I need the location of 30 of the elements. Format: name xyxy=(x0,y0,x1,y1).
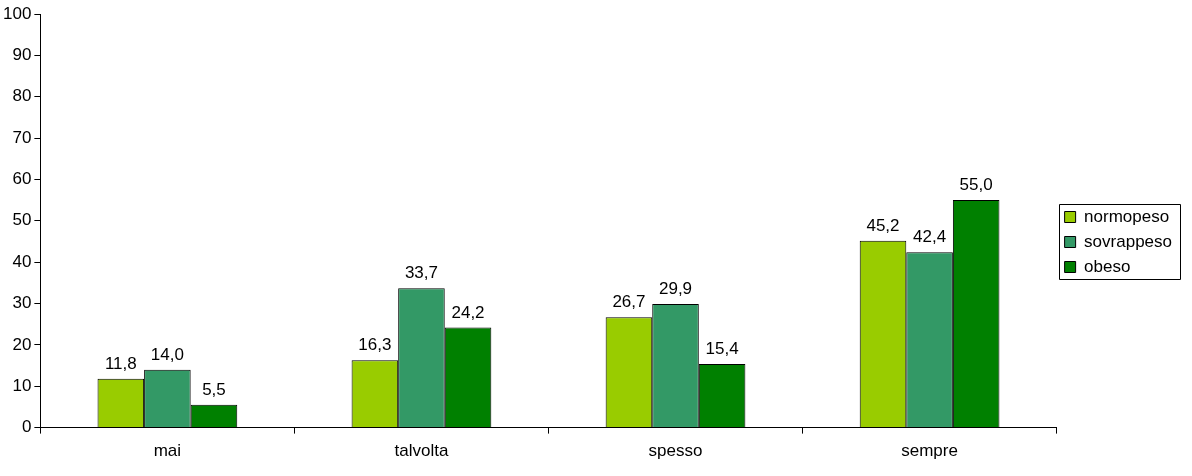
data-label: 55,0 xyxy=(959,175,993,195)
data-label: 14,0 xyxy=(150,344,184,364)
data-label: 11,8 xyxy=(104,353,137,373)
legend-label: sovrappeso xyxy=(1084,231,1172,251)
x-tick-label: mai xyxy=(153,441,182,461)
data-label: 42,4 xyxy=(913,227,947,247)
x-tick-label: talvolta xyxy=(394,441,449,461)
data-label: 16,3 xyxy=(358,335,392,355)
legend-label: normopeso xyxy=(1084,206,1170,226)
data-label: 29,9 xyxy=(658,279,693,299)
y-tick-label: 80 xyxy=(12,86,32,106)
data-label: 15,4 xyxy=(705,339,739,359)
y-tick-label: 60 xyxy=(12,169,32,189)
y-tick-label: 10 xyxy=(12,375,32,395)
legend-label: obeso xyxy=(1084,256,1131,276)
y-tick-label: 70 xyxy=(12,127,32,147)
data-label: 26,7 xyxy=(612,292,646,312)
y-tick-label: 40 xyxy=(12,251,32,271)
x-tick-label: spesso xyxy=(648,441,703,461)
data-label: 24,2 xyxy=(451,302,485,322)
data-label: 33,7 xyxy=(404,263,438,283)
y-tick-label: 20 xyxy=(12,334,32,354)
data-label: 5,5 xyxy=(202,380,226,400)
x-tick-label: sempre xyxy=(901,441,958,461)
y-tick-label: 0 xyxy=(21,417,32,437)
y-tick-label: 50 xyxy=(12,210,32,230)
y-tick-label: 100 xyxy=(2,3,32,23)
y-tick-label: 30 xyxy=(12,293,32,313)
y-tick-label: 90 xyxy=(12,45,32,65)
data-label: 45,2 xyxy=(866,215,900,235)
